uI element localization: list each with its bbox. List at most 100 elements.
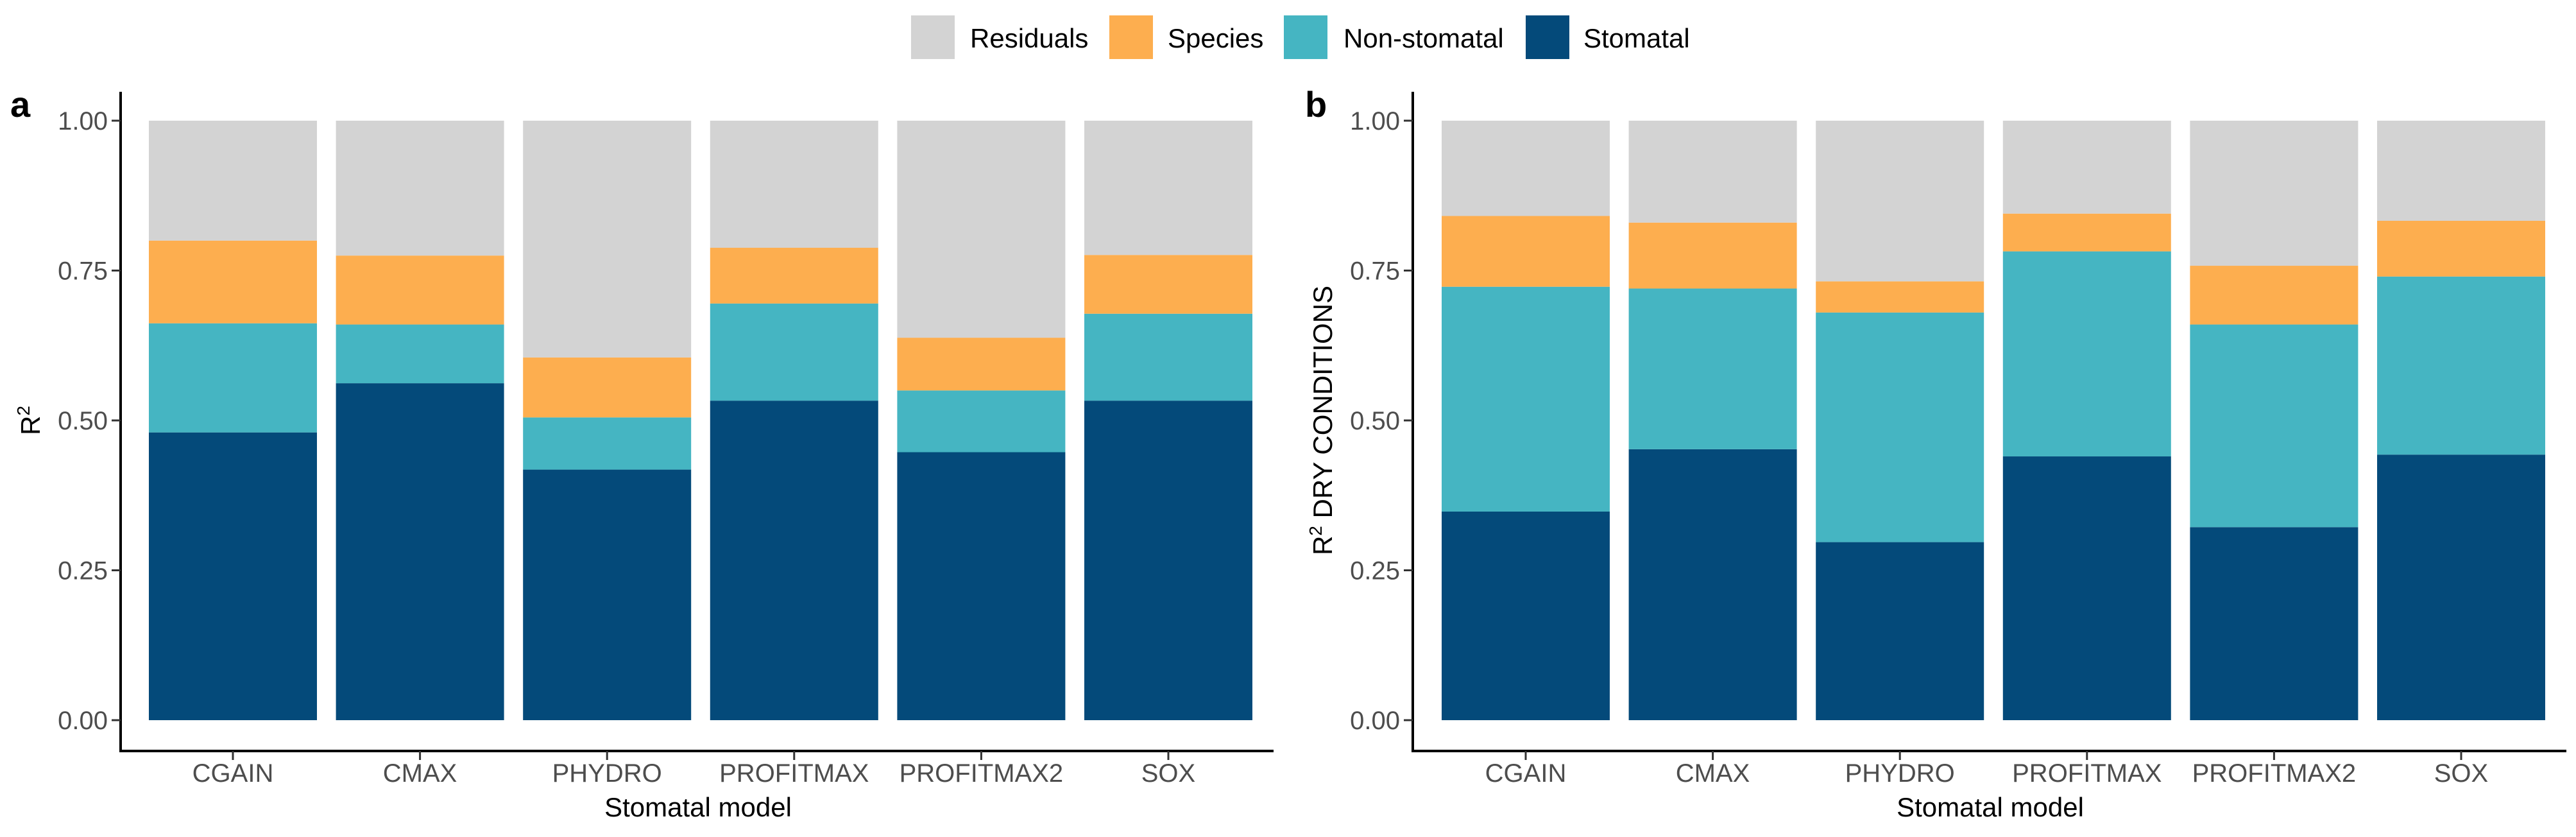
bar-species-profitmax [2002,213,2171,252]
panel-b: b 0.00 0.25 0.50 0.75 1.00 CGAIN CMAX PHYDRO PROF… [1305,84,2566,822]
x-tick-label-cmax: CMAX [383,759,457,788]
bar-species-phydro [523,357,692,418]
bar-residuals-cmax [336,121,504,256]
bar-nonstomatal-cmax [1628,288,1797,449]
legend-label-residuals: Residuals [970,23,1088,53]
bar-stomatal-phydro [1816,542,1984,720]
bar-nonstomatal-cmax [336,324,504,384]
bar-nonstomatal-phydro [523,417,692,470]
bars [149,121,1252,720]
x-tick-label-sox: SOX [2434,759,2488,788]
y-axis-title: R2 [13,406,46,435]
legend-swatch-stomatal [1526,15,1569,59]
x-tick-label-phydro: PHYDRO [552,759,662,788]
y-tick-label: 0.50 [1350,407,1400,435]
x-tick-label-cgain: CGAIN [192,759,274,788]
bar-nonstomatal-profitmax2 [897,390,1066,453]
x-tick-label-cmax: CMAX [1676,759,1750,788]
bar-nonstomatal-sox [2377,276,2545,455]
legend-swatch-nonstomatal [1284,15,1327,59]
legend-label-species: Species [1168,23,1263,53]
bar-residuals-sox [2377,121,2545,221]
x-tick-label-profitmax2: PROFITMAX2 [900,759,1064,788]
bar-nonstomatal-profitmax2 [2190,324,2358,528]
bar-stomatal-sox [1084,401,1252,720]
bar-residuals-profitmax [2002,121,2171,214]
y-tick-label: 0.00 [1350,707,1400,735]
bar-residuals-cgain [1442,121,1610,216]
bar-stomatal-cgain [1442,511,1610,720]
bar-residuals-cmax [1628,121,1797,223]
x-tick-label-profitmax2: PROFITMAX2 [2192,759,2357,788]
bar-species-cmax [1628,222,1797,289]
panel-letter: b [1305,84,1327,125]
bar-residuals-profitmax [710,121,878,248]
y-tick-label: 0.50 [58,407,108,435]
bar-stomatal-profitmax2 [897,452,1066,720]
bar-nonstomatal-cgain [1442,286,1610,512]
y-axis-title-main: R [1308,536,1338,555]
y-axis-title: R2 DRY CONDITIONS [1306,286,1338,555]
x-tick-label-phydro: PHYDRO [1845,759,1955,788]
x-tick-label-profitmax: PROFITMAX [2012,759,2162,788]
bar-species-phydro [1816,281,1984,313]
y-axis-title-rest: DRY CONDITIONS [1308,286,1338,526]
legend-item-residuals: Residuals [911,15,1088,59]
bar-species-cgain [1442,216,1610,287]
panels: a 0.00 0.25 0.50 0.75 1.00 CGAIN CMAX PHYDRO PROF… [10,84,2566,822]
y-axis-title-superscript: 2 [1306,526,1326,536]
legend: Residuals Species Non-stomatal Stomatal [911,15,1690,59]
bars [1442,121,2545,720]
y-tick-label: 0.00 [58,707,108,735]
panel-a: a 0.00 0.25 0.50 0.75 1.00 CGAIN CMAX PHYDRO PROF… [10,84,1274,822]
bar-residuals-cgain [149,121,317,241]
y-tick-label: 0.25 [58,557,108,585]
bar-residuals-sox [1084,121,1252,255]
bar-species-cmax [336,255,504,325]
y-axis-title-main: R [15,416,46,435]
y-tick-label: 0.75 [58,257,108,286]
legend-item-species: Species [1109,15,1263,59]
bar-stomatal-phydro [523,469,692,720]
bar-residuals-phydro [523,121,692,358]
y-axis-title-superscript: 2 [13,406,33,416]
bar-stomatal-cgain [149,432,317,720]
panel-letter: a [10,84,31,125]
bar-nonstomatal-profitmax [2002,251,2171,457]
y-tick-label: 1.00 [58,107,108,135]
bar-stomatal-profitmax [710,401,878,720]
bar-species-profitmax2 [2190,266,2358,325]
legend-swatch-species [1109,15,1153,59]
x-axis-title: Stomatal model [604,792,792,822]
x-tick-label-sox: SOX [1141,759,1195,788]
legend-swatch-residuals [911,15,955,59]
bar-species-cgain [149,240,317,324]
bar-species-profitmax [710,248,878,304]
bar-residuals-profitmax2 [897,121,1066,338]
bar-nonstomatal-phydro [1816,312,1984,542]
bar-stomatal-profitmax2 [2190,527,2358,720]
legend-label-nonstomatal: Non-stomatal [1343,23,1504,53]
bar-species-profitmax2 [897,338,1066,391]
x-tick-label-profitmax: PROFITMAX [719,759,869,788]
bar-nonstomatal-cgain [149,323,317,433]
legend-item-nonstomatal: Non-stomatal [1284,15,1504,59]
bar-residuals-phydro [1816,121,1984,282]
bar-stomatal-cmax [1628,449,1797,720]
bar-stomatal-profitmax [2002,456,2171,720]
bar-species-sox [1084,255,1252,314]
bar-residuals-profitmax2 [2190,121,2358,266]
y-tick-label: 0.75 [1350,257,1400,286]
bar-species-sox [2377,220,2545,277]
x-tick-label-cgain: CGAIN [1485,759,1567,788]
y-tick-label: 0.25 [1350,557,1400,585]
legend-item-stomatal: Stomatal [1526,15,1690,59]
bar-nonstomatal-sox [1084,313,1252,401]
x-axis-title: Stomatal model [1897,792,2084,822]
legend-label-stomatal: Stomatal [1583,23,1690,53]
bar-stomatal-cmax [336,383,504,720]
y-tick-label: 1.00 [1350,107,1400,135]
bar-stomatal-sox [2377,454,2545,720]
